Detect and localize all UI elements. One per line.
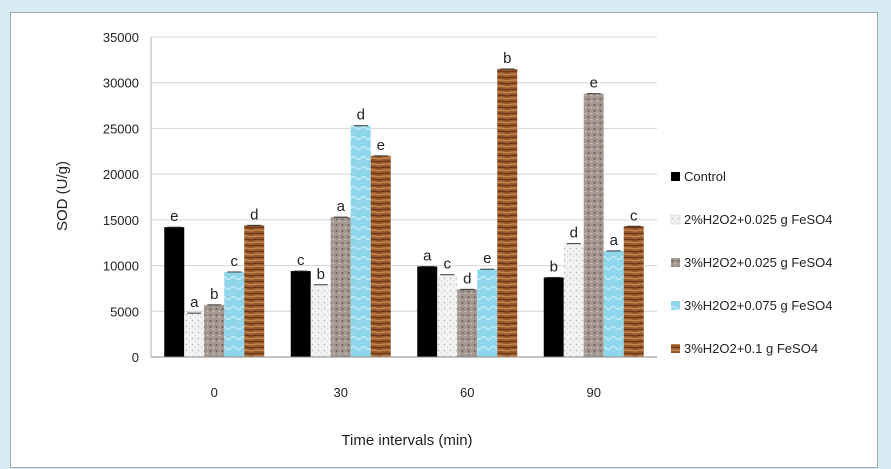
bar bbox=[477, 269, 498, 357]
legend-label: 3%H2O2+0.1 g FeSO4 bbox=[684, 341, 818, 356]
bar bbox=[290, 271, 311, 357]
y-tick-label: 25000 bbox=[103, 121, 139, 136]
bars bbox=[164, 68, 644, 357]
legend-swatch bbox=[671, 344, 680, 353]
y-axis-title: SOD (U/g) bbox=[54, 161, 71, 231]
bar bbox=[623, 226, 644, 357]
x-tick-label: 60 bbox=[460, 385, 474, 400]
significance-label: b bbox=[503, 50, 511, 67]
significance-label: c bbox=[231, 253, 239, 270]
legend-swatch bbox=[671, 301, 680, 310]
bar bbox=[543, 277, 564, 357]
legend-swatch bbox=[670, 214, 681, 225]
bar bbox=[330, 217, 351, 357]
axes bbox=[150, 37, 657, 358]
significance-label: a bbox=[423, 247, 432, 264]
bar bbox=[350, 125, 371, 357]
significance-label: d bbox=[463, 270, 471, 287]
x-tick-label: 30 bbox=[334, 385, 348, 400]
significance-label: a bbox=[337, 198, 346, 215]
significance-label: c bbox=[630, 207, 638, 224]
significance-label: b bbox=[550, 258, 558, 275]
bar bbox=[204, 304, 225, 357]
significance-label: a bbox=[610, 232, 619, 249]
x-axis-ticks: 0 30 60 90 bbox=[211, 385, 601, 400]
x-axis-title: Time intervals (min) bbox=[341, 432, 472, 449]
bar bbox=[497, 69, 518, 357]
bar bbox=[417, 266, 438, 357]
bar bbox=[184, 313, 205, 357]
y-tick-label: 30000 bbox=[103, 76, 139, 91]
y-tick-label: 35000 bbox=[103, 30, 139, 45]
significance-label: a bbox=[190, 294, 199, 311]
significance-label: e bbox=[483, 250, 491, 267]
significance-label: c bbox=[444, 256, 452, 273]
legend-label: 3%H2O2+0.075 g FeSO4 bbox=[684, 298, 833, 313]
bar bbox=[457, 289, 478, 357]
y-axis-ticks: 0 5000 10000 15000 20000 25000 30000 35000 bbox=[103, 30, 139, 365]
significance-label: d bbox=[570, 225, 578, 242]
bar bbox=[437, 274, 458, 357]
y-tick-label: 0 bbox=[132, 350, 139, 365]
x-tick-label: 90 bbox=[587, 385, 601, 400]
legend-label: Control bbox=[684, 169, 726, 184]
legend-label: 3%H2O2+0.025 g FeSO4 bbox=[684, 255, 833, 270]
significance-label: b bbox=[317, 266, 325, 283]
y-tick-label: 15000 bbox=[103, 213, 139, 228]
bar bbox=[583, 93, 604, 357]
significance-label: c bbox=[297, 252, 305, 269]
bar bbox=[164, 227, 185, 357]
significance-label: e bbox=[590, 75, 598, 92]
significance-label: e bbox=[170, 208, 178, 225]
bar bbox=[224, 271, 245, 357]
significance-label: e bbox=[377, 137, 385, 154]
y-tick-label: 5000 bbox=[110, 304, 139, 319]
y-tick-label: 10000 bbox=[103, 259, 139, 274]
legend-swatch bbox=[671, 172, 680, 181]
bar bbox=[603, 250, 624, 357]
bar bbox=[370, 155, 391, 357]
bar bbox=[310, 284, 331, 357]
legend: Control 2%H2O2+0.025 g FeSO4 3%H2O2+0.025 … bbox=[670, 169, 833, 356]
y-tick-label: 20000 bbox=[103, 167, 139, 182]
legend-label: 2%H2O2+0.025 g FeSO4 bbox=[684, 212, 833, 227]
bar bbox=[563, 243, 584, 357]
significance-label: d bbox=[250, 206, 258, 223]
significance-label: d bbox=[357, 107, 365, 124]
x-tick-label: 0 bbox=[211, 385, 218, 400]
bar bbox=[244, 225, 265, 357]
legend-swatch bbox=[671, 258, 680, 267]
significance-label: b bbox=[210, 286, 218, 303]
